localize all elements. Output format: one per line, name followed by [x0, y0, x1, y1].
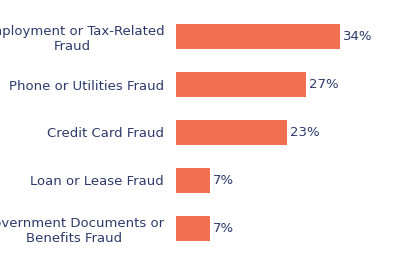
- Bar: [176, 120, 287, 145]
- Text: 7%: 7%: [212, 222, 234, 235]
- Text: 27%: 27%: [309, 78, 339, 91]
- Text: 7%: 7%: [212, 174, 234, 187]
- Bar: [176, 72, 306, 97]
- Bar: [176, 216, 210, 241]
- Bar: [176, 24, 340, 49]
- Text: 23%: 23%: [290, 126, 319, 139]
- Bar: [176, 168, 210, 193]
- Text: 34%: 34%: [343, 30, 372, 43]
